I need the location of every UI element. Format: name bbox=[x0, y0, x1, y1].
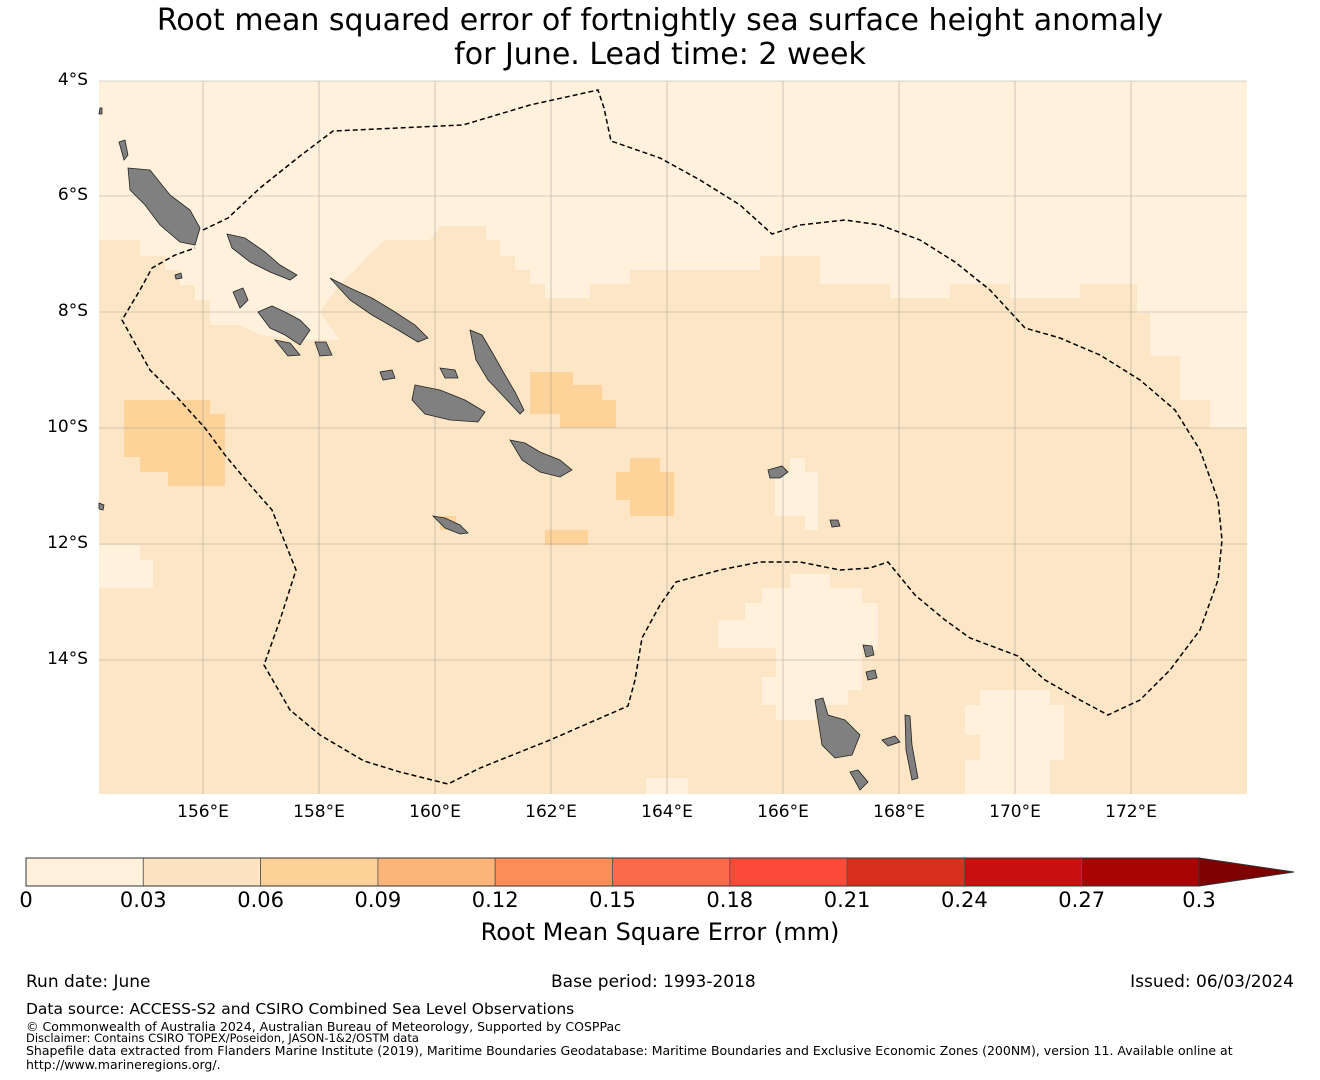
rendova-island bbox=[273, 339, 301, 357]
issued-date: Issued: 06/03/2024 bbox=[1130, 972, 1294, 992]
santa-isabel-island bbox=[329, 277, 429, 343]
colorbar-tick-label: 0.12 bbox=[471, 888, 519, 912]
guadalcanal-island bbox=[411, 384, 486, 423]
vella-lavella-island bbox=[232, 287, 249, 309]
low-error-santa-cruz bbox=[775, 458, 818, 530]
base-period: Base period: 1993-2018 bbox=[551, 972, 756, 992]
shapefile-url: http://www.marineregions.org/. bbox=[26, 1057, 221, 1072]
low-error-southwest bbox=[99, 545, 153, 588]
small-island-d bbox=[174, 272, 183, 280]
colorbar-tick-label: 0.06 bbox=[237, 888, 284, 912]
colorbar-segment bbox=[846, 857, 965, 887]
chart-title-line-2: for June. Lead time: 2 week bbox=[454, 37, 866, 72]
malaita-island bbox=[469, 329, 525, 415]
lon-label-170e: 170°E bbox=[989, 802, 1041, 822]
lon-label-162e: 162°E bbox=[525, 802, 577, 822]
colorbar-segment bbox=[142, 857, 262, 887]
colorbar-segment bbox=[964, 857, 1083, 887]
lon-label-164e: 164°E bbox=[641, 802, 693, 822]
colorbar-segment bbox=[25, 857, 144, 887]
run-date: Run date: June bbox=[26, 972, 151, 992]
high-error-central bbox=[530, 372, 616, 428]
colorbar-segment bbox=[494, 857, 613, 887]
colorbar-segment bbox=[1081, 857, 1200, 887]
low-error-vanuatu bbox=[718, 574, 878, 720]
map-plot bbox=[98, 80, 1247, 794]
malakula-island bbox=[881, 735, 901, 747]
lon-label-172e: 172°E bbox=[1105, 802, 1157, 822]
choiseul-island bbox=[226, 233, 298, 281]
lon-label-156e: 156°E bbox=[177, 802, 229, 822]
florida-island bbox=[439, 367, 459, 379]
lat-label-6s: 6°S bbox=[57, 185, 88, 205]
shapefile-credit: Shapefile data extracted from Flanders M… bbox=[26, 1043, 1233, 1058]
colorbar-segment bbox=[612, 857, 731, 887]
chart-title-line-1: Root mean squared error of fortnightly s… bbox=[156, 3, 1164, 38]
small-island-b bbox=[98, 107, 103, 115]
nendo-island bbox=[767, 465, 789, 479]
small-island-c bbox=[98, 502, 105, 511]
colorbar-extend-arrow bbox=[1198, 857, 1295, 887]
russell-islands bbox=[379, 369, 396, 381]
graticule bbox=[99, 80, 1247, 794]
colorbar-tick-label: 0.03 bbox=[119, 888, 167, 912]
lat-label-10s: 10°S bbox=[47, 417, 88, 437]
colorbar-tick-label: 0.24 bbox=[941, 888, 988, 912]
colorbar-tick-label: 0.18 bbox=[706, 888, 754, 912]
lat-label-14s: 14°S bbox=[47, 649, 88, 669]
lon-label-160e: 160°E bbox=[409, 802, 461, 822]
disclaimer: Disclaimer: Contains CSIRO TOPEX/Poseido… bbox=[26, 1031, 419, 1045]
lat-label-8s: 8°S bbox=[57, 301, 88, 321]
pentecost-island bbox=[904, 714, 919, 781]
lat-label-4s: 4°S bbox=[57, 70, 88, 90]
colorbar-frame bbox=[25, 857, 1200, 887]
low-error-regions bbox=[99, 81, 1247, 794]
rennell-island bbox=[431, 515, 469, 535]
colorbar-label: Root Mean Square Error (mm) bbox=[480, 918, 840, 946]
colorbar-tick-label: 0 bbox=[19, 888, 33, 912]
small-island-e bbox=[314, 341, 333, 357]
lon-label-168e: 168°E bbox=[873, 802, 925, 822]
land-masses bbox=[98, 107, 919, 791]
colorbar-tick-label: 0.15 bbox=[589, 888, 636, 912]
colorbar-tick-label: 0.27 bbox=[1058, 888, 1106, 912]
ambae-island bbox=[849, 769, 869, 791]
colorbar bbox=[25, 857, 1295, 887]
lat-label-12s: 12°S bbox=[47, 533, 88, 553]
buka-island bbox=[118, 139, 129, 161]
data-source: Data source: ACCESS-S2 and CSIRO Combine… bbox=[26, 1000, 575, 1018]
gaua-island bbox=[865, 669, 878, 681]
high-error-south bbox=[545, 530, 588, 545]
colorbar-segment bbox=[260, 857, 379, 887]
colorbar-segments bbox=[25, 857, 1200, 887]
high-error-east bbox=[616, 458, 674, 516]
copyright: © Commonwealth of Australia 2024, Austra… bbox=[26, 1019, 621, 1034]
vanua-lava-island bbox=[862, 644, 875, 658]
colorbar-segment bbox=[377, 857, 496, 887]
makira-island bbox=[509, 439, 573, 478]
low-error-north bbox=[99, 81, 1247, 428]
colorbar-segment bbox=[729, 857, 848, 887]
colorbar-tick-label: 0.09 bbox=[354, 888, 402, 912]
small-island-a bbox=[829, 519, 841, 528]
low-error-southeast bbox=[965, 690, 1064, 794]
colorbar-tick-label: 0.21 bbox=[823, 888, 871, 912]
new-georgia-island bbox=[257, 305, 311, 346]
lon-label-158e: 158°E bbox=[293, 802, 345, 822]
lon-label-166e: 166°E bbox=[757, 802, 809, 822]
eez-boundary bbox=[121, 89, 1223, 785]
colorbar-tick-label: 0.3 bbox=[1182, 888, 1216, 912]
espiritu-santo-island bbox=[814, 697, 861, 759]
bougainville-island bbox=[127, 167, 201, 246]
